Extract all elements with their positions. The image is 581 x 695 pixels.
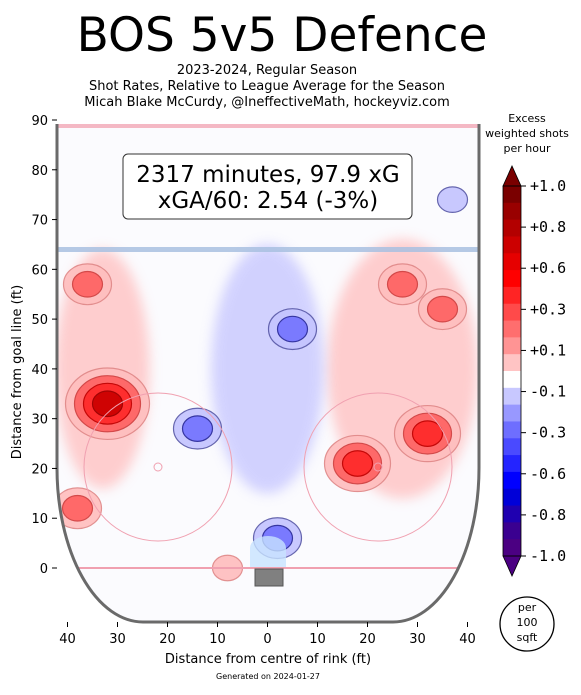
left-faceoff-dot — [153, 462, 163, 472]
offensive-zone-strip — [57, 124, 479, 128]
summary-minutes-xg: 2317 minutes, 97.9 xG — [136, 162, 400, 188]
colorbar-segment — [503, 488, 521, 507]
per-area-line-2: 100 — [517, 616, 538, 629]
colorbar-segment — [503, 404, 521, 423]
x-axis-label: Distance from centre of rink (ft) — [165, 652, 371, 667]
footer-generated: Generated on 2024-01-27 — [216, 672, 320, 681]
colorbar-segment — [503, 438, 521, 456]
colorbar-segment — [503, 522, 521, 540]
colorbar-segment — [503, 303, 521, 322]
x-tick-label: 10 — [309, 632, 326, 647]
colorbar-ticks: +1.0 +0.8 +0.6 +0.3 +0.1 -0.1 -0.3 -0.6 -0.8 -1.0 — [521, 177, 566, 565]
colorbar — [502, 165, 522, 577]
colorbar-tick-label: +0.1 — [530, 341, 566, 359]
contour-blob — [181, 415, 214, 442]
x-tick-label: 20 — [159, 632, 176, 647]
colorbar-segment — [503, 421, 521, 439]
contour-blob — [276, 315, 309, 343]
colorbar-top-arrow — [502, 165, 522, 187]
chart-title: BOS 5v5 Defence — [77, 8, 488, 63]
colorbar-segment — [503, 505, 521, 523]
x-tick-label: 40 — [59, 632, 76, 647]
y-tick-label: 0 — [40, 562, 48, 577]
y-tick-label: 20 — [31, 462, 48, 477]
colorbar-tick-label: +0.8 — [530, 218, 566, 236]
shot-rate-contours — [57, 186, 478, 582]
contour-blob — [426, 295, 459, 323]
chart-subtitle-line-1: 2023-2024, Regular Season — [177, 63, 357, 78]
y-tick-label: 40 — [31, 363, 48, 378]
colorbar-segment — [503, 455, 521, 473]
colorbar-title-line-1: Excess — [508, 112, 546, 125]
colorbar-segment — [503, 371, 521, 389]
colorbar-tick-label: +1.0 — [530, 177, 566, 195]
per-area-line-1: per — [518, 601, 537, 614]
contour-blob — [91, 390, 124, 418]
colorbar-segment — [503, 219, 521, 238]
goal-crease — [250, 536, 286, 568]
y-tick-label: 70 — [31, 214, 48, 229]
contour-blob — [436, 186, 469, 213]
colorbar-title-line-3: per hour — [504, 142, 551, 155]
contour-blob — [71, 270, 104, 298]
goal-line — [57, 567, 479, 569]
colorbar-frame — [502, 185, 522, 557]
colorbar-segment — [503, 286, 521, 305]
right-faceoff-dot — [373, 462, 383, 472]
x-tick-label: 40 — [459, 632, 476, 647]
y-tick-label: 30 — [31, 413, 48, 428]
colorbar-bottom-arrow — [502, 555, 522, 577]
colorbar-tick-label: -0.8 — [530, 506, 566, 524]
colorbar-tick-label: -1.0 — [530, 547, 566, 565]
contour-blob — [386, 270, 419, 298]
y-tick-label: 60 — [31, 263, 48, 278]
y-tick-label: 50 — [31, 313, 48, 328]
contour-blob — [61, 494, 94, 522]
per-area-badge — [499, 596, 555, 652]
x-tick-label: 30 — [409, 632, 426, 647]
contour-blob — [411, 420, 444, 447]
colorbar-segment — [503, 270, 521, 288]
summary-box — [122, 153, 413, 220]
x-tick-label: 20 — [359, 632, 376, 647]
colorbar-tick-label: +0.6 — [530, 259, 566, 277]
colorbar-segment — [503, 539, 521, 557]
y-tick-label: 80 — [31, 164, 48, 179]
colorbar-tick-label: +0.3 — [530, 300, 566, 318]
y-axis-label: Distance from goal line (ft) — [10, 285, 25, 459]
colorbar-title-line-2: weighted shots — [485, 127, 569, 140]
colorbar-segment — [503, 186, 521, 204]
colorbar-segment — [503, 387, 521, 406]
blue-line — [57, 247, 479, 252]
colorbar-segment — [503, 253, 521, 271]
left-faceoff-circle — [83, 392, 233, 542]
colorbar-tick-label: -0.1 — [530, 383, 566, 401]
y-axis-ticks: 0 10 20 30 40 50 60 70 80 90 — [31, 114, 57, 577]
x-tick-label: 0 — [263, 632, 271, 647]
colorbar-segment — [503, 202, 521, 221]
rink-plot-area — [55, 124, 481, 624]
right-faceoff-circle — [303, 392, 453, 542]
y-tick-label: 90 — [31, 114, 48, 129]
chart-subtitle-line-2: Shot Rates, Relative to League Average f… — [89, 79, 445, 94]
summary-xga-per-60: xGA/60: 2.54 (-3%) — [158, 188, 379, 214]
colorbar-segment — [503, 320, 521, 338]
colorbar-tick-label: -0.3 — [530, 424, 566, 442]
colorbar-segment — [503, 337, 521, 355]
y-tick-label: 10 — [31, 512, 48, 527]
goal-net — [254, 568, 284, 587]
x-tick-label: 10 — [209, 632, 226, 647]
x-axis-ticks: 40 30 20 10 0 10 20 30 40 — [59, 622, 476, 647]
colorbar-segment — [503, 471, 521, 490]
background-field — [211, 244, 324, 494]
colorbar-tick-label: -0.6 — [530, 465, 566, 483]
x-tick-label: 30 — [109, 632, 126, 647]
colorbar-segment — [503, 354, 521, 372]
colorbar-segment — [503, 236, 521, 254]
chart-subtitle-line-3: Micah Blake McCurdy, @IneffectiveMath, h… — [84, 95, 450, 110]
per-area-line-3: sqft — [517, 631, 538, 644]
contour-blob — [341, 450, 374, 477]
